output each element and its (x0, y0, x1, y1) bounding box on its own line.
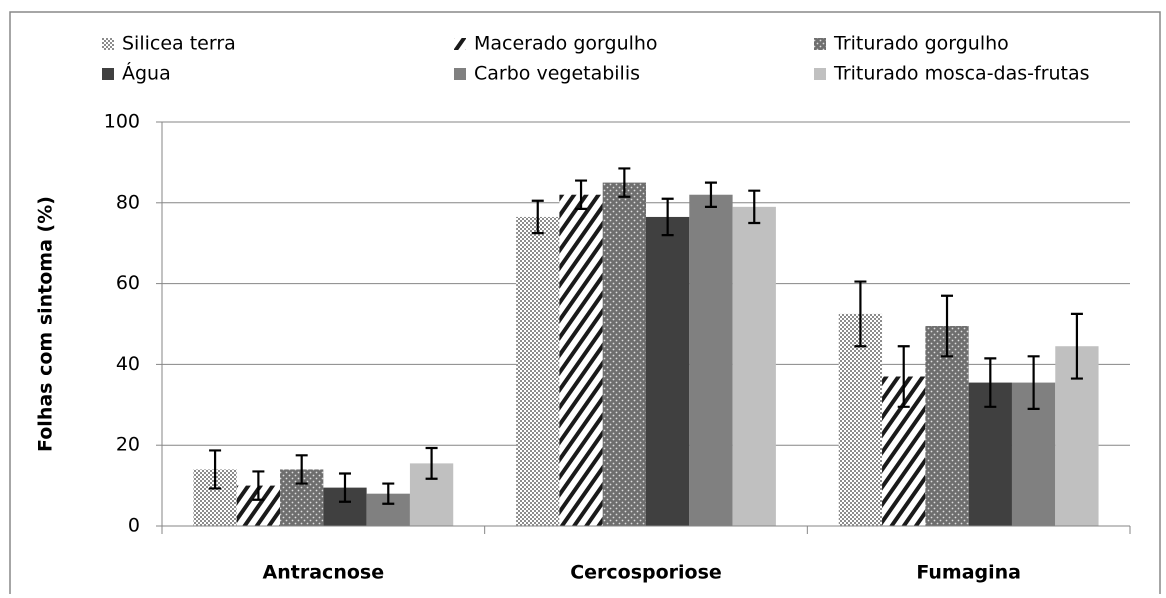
error-bar (984, 357, 997, 408)
bar (646, 216, 690, 526)
legend-label: Carbo vegetabilis (474, 63, 640, 85)
error-bar (704, 181, 717, 208)
error-bar (854, 280, 867, 348)
bar (732, 206, 776, 526)
y-tick-label: 100 (104, 111, 140, 133)
legend-swatch (814, 38, 826, 50)
y-tick-label: 0 (128, 515, 140, 537)
x-tick-label: Antracnose (263, 562, 385, 584)
error-bar (1070, 312, 1083, 380)
y-tick-label: 40 (116, 353, 140, 375)
y-tick-label: 20 (116, 434, 140, 456)
legend-label: Triturado gorgulho (833, 33, 1009, 55)
legend-swatch (814, 68, 826, 80)
x-tick-label: Cercosporiose (570, 562, 722, 584)
x-tick-label: Fumagina (916, 562, 1021, 584)
bar (516, 216, 560, 526)
error-bar (209, 449, 222, 490)
error-bar (252, 470, 265, 501)
error-bar (941, 294, 954, 358)
legend-swatch (454, 38, 466, 50)
bar (602, 182, 646, 526)
legend-label: Macerado gorgulho (474, 33, 658, 55)
bar (838, 313, 883, 526)
legend-swatch (454, 68, 466, 80)
error-bar (295, 454, 308, 485)
legend-label: Água (122, 62, 171, 85)
bar (689, 194, 733, 526)
bar (925, 326, 969, 526)
legend-label: Silicea terra (122, 33, 236, 55)
error-bar (661, 197, 674, 237)
legend-swatch (102, 68, 114, 80)
error-bar (338, 472, 351, 503)
error-bar (618, 167, 631, 198)
error-bar (897, 345, 910, 408)
error-bar (425, 446, 438, 480)
chart-frame (9, 11, 1161, 594)
y-tick-label: 60 (116, 272, 140, 294)
error-bar (575, 179, 588, 210)
error-bar (748, 189, 761, 225)
bar (559, 194, 603, 526)
y-axis-label: Folhas com sintoma (%) (35, 196, 57, 452)
error-bar (531, 199, 544, 235)
legend-swatch (102, 38, 114, 50)
y-tick-label: 80 (116, 191, 140, 213)
error-bar (382, 482, 395, 505)
error-bar (1027, 355, 1040, 410)
legend-label: Triturado mosca-das-frutas (833, 63, 1090, 85)
